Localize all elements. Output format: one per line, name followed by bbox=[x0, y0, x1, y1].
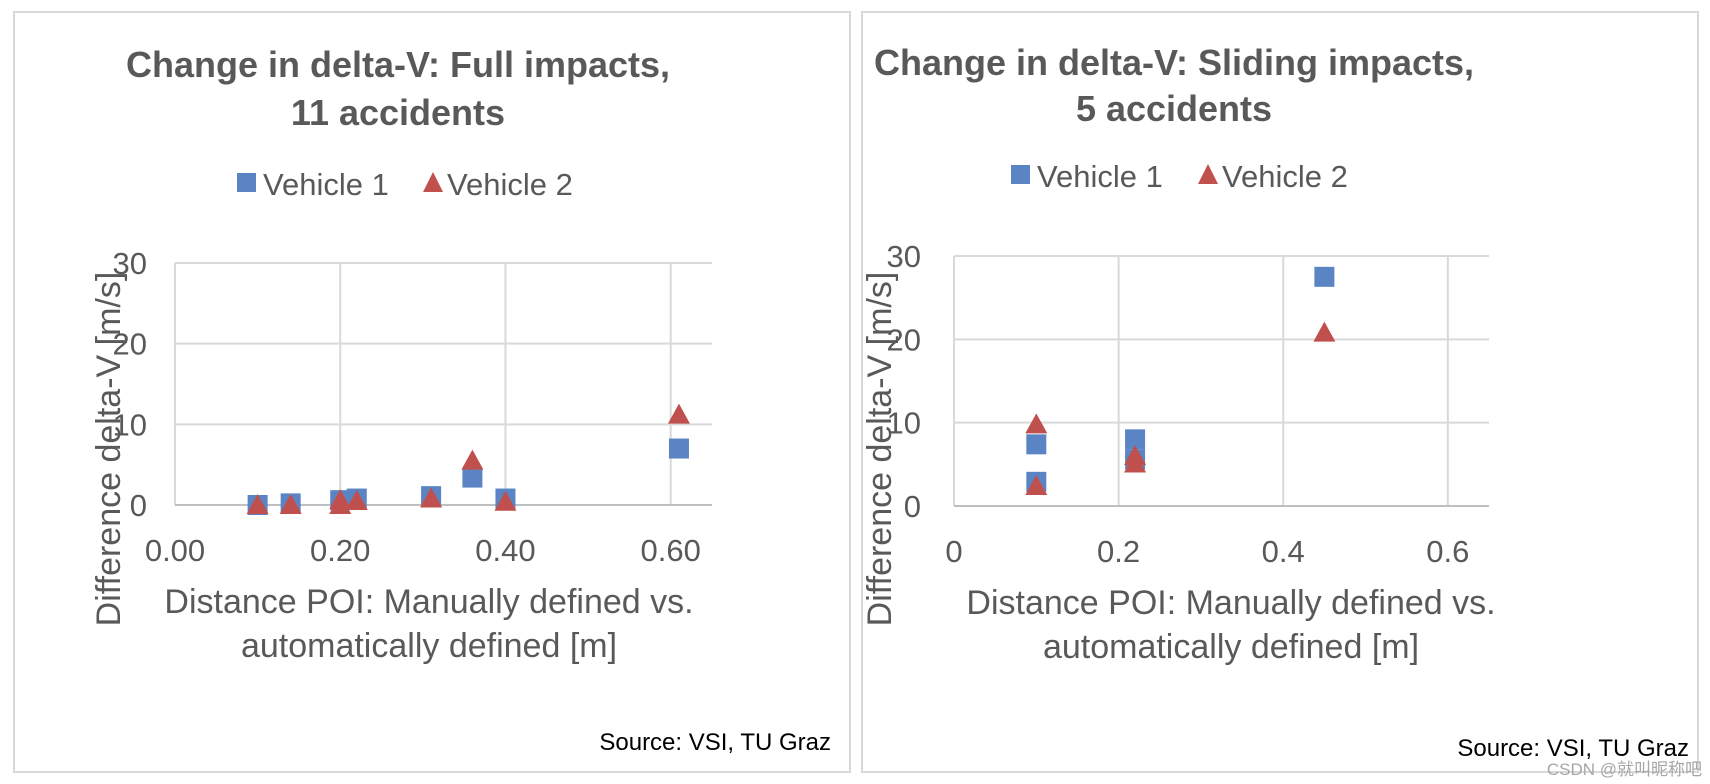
x-tick-label: 0.40 bbox=[475, 533, 535, 568]
x-axis-title-line: Distance POI: Manually defined vs. bbox=[164, 583, 693, 621]
data-point-vehicle-2 bbox=[420, 487, 443, 508]
chart-full-impacts: Change in delta-V: Full impacts, 11 accid… bbox=[90, 44, 712, 665]
x-axis-title-line: Distance POI: Manually defined vs. bbox=[966, 584, 1495, 622]
data-point-vehicle-1 bbox=[1314, 266, 1335, 287]
data-point-vehicle-1 bbox=[1125, 429, 1146, 450]
source-label: Source: VSI, TU Graz bbox=[599, 729, 831, 756]
chart-title-line: Change in delta-V: Sliding impacts, bbox=[874, 42, 1474, 83]
chart-panel-full-impacts: Change in delta-V: Full impacts, 11 accid… bbox=[13, 11, 851, 773]
y-tick-label: 30 bbox=[113, 246, 147, 281]
y-tick-label: 0 bbox=[130, 488, 147, 523]
source-label: Source: VSI, TU Graz bbox=[1457, 735, 1689, 762]
chart-panel-sliding-impacts: Change in delta-V: Sliding impacts, 5 acc… bbox=[861, 11, 1699, 773]
legend-label: Vehicle 2 bbox=[1222, 159, 1348, 194]
legend-label: Vehicle 1 bbox=[263, 167, 389, 202]
chart-title-line: 5 accidents bbox=[1076, 88, 1272, 129]
x-tick-label: 0.60 bbox=[641, 533, 701, 568]
data-point-vehicle-2 bbox=[329, 489, 352, 510]
data-point-vehicle-2 bbox=[461, 449, 484, 470]
legend-marker-triangle bbox=[423, 172, 443, 192]
data-point-vehicle-2 bbox=[279, 494, 302, 514]
data-point-vehicle-2 bbox=[1313, 321, 1336, 342]
chart-sliding-impacts: Change in delta-V: Sliding impacts, 5 acc… bbox=[863, 42, 1496, 666]
data-point-vehicle-2 bbox=[494, 490, 517, 511]
data-point-vehicle-2 bbox=[246, 494, 269, 514]
y-tick-label: 10 bbox=[113, 407, 147, 442]
x-tick-label: 0 bbox=[945, 534, 962, 569]
legend-label: Vehicle 2 bbox=[447, 167, 573, 202]
data-point-vehicle-2 bbox=[1124, 452, 1147, 473]
data-point-vehicle-2 bbox=[1025, 475, 1048, 495]
chart-title-line: Change in delta-V: Full impacts, bbox=[126, 44, 670, 85]
x-tick-label: 0.4 bbox=[1262, 534, 1305, 569]
data-point-vehicle-2 bbox=[345, 489, 368, 510]
x-tick-label: 0.6 bbox=[1426, 534, 1469, 569]
data-point-vehicle-1 bbox=[462, 467, 483, 488]
x-tick-label: 0.2 bbox=[1097, 534, 1140, 569]
legend-label: Vehicle 1 bbox=[1037, 159, 1163, 194]
data-point-vehicle-2 bbox=[667, 403, 690, 424]
y-tick-label: 20 bbox=[887, 322, 921, 357]
x-tick-label: 0.20 bbox=[310, 533, 370, 568]
y-tick-label: 10 bbox=[887, 406, 921, 441]
chart-title-line: 11 accidents bbox=[291, 92, 505, 133]
x-axis-title-line: automatically defined [m] bbox=[1043, 628, 1419, 666]
data-point-vehicle-1 bbox=[1026, 434, 1047, 455]
y-tick-label: 30 bbox=[887, 239, 921, 274]
legend-marker-square bbox=[1011, 165, 1030, 184]
data-point-vehicle-1 bbox=[668, 438, 689, 459]
x-tick-label: 0.00 bbox=[145, 533, 205, 568]
y-tick-label: 0 bbox=[904, 489, 921, 524]
data-point-vehicle-2 bbox=[1025, 413, 1048, 434]
x-axis-title-line: automatically defined [m] bbox=[241, 627, 617, 665]
y-axis-title: Difference delta-V [m/s] bbox=[863, 272, 899, 627]
legend-marker-triangle bbox=[1198, 164, 1218, 184]
legend-marker-square bbox=[237, 173, 256, 192]
y-tick-label: 20 bbox=[113, 327, 147, 362]
watermark: CSDN @就叫昵称吧 bbox=[1546, 760, 1702, 779]
y-axis-title: Difference delta-V [m/s] bbox=[90, 272, 128, 627]
